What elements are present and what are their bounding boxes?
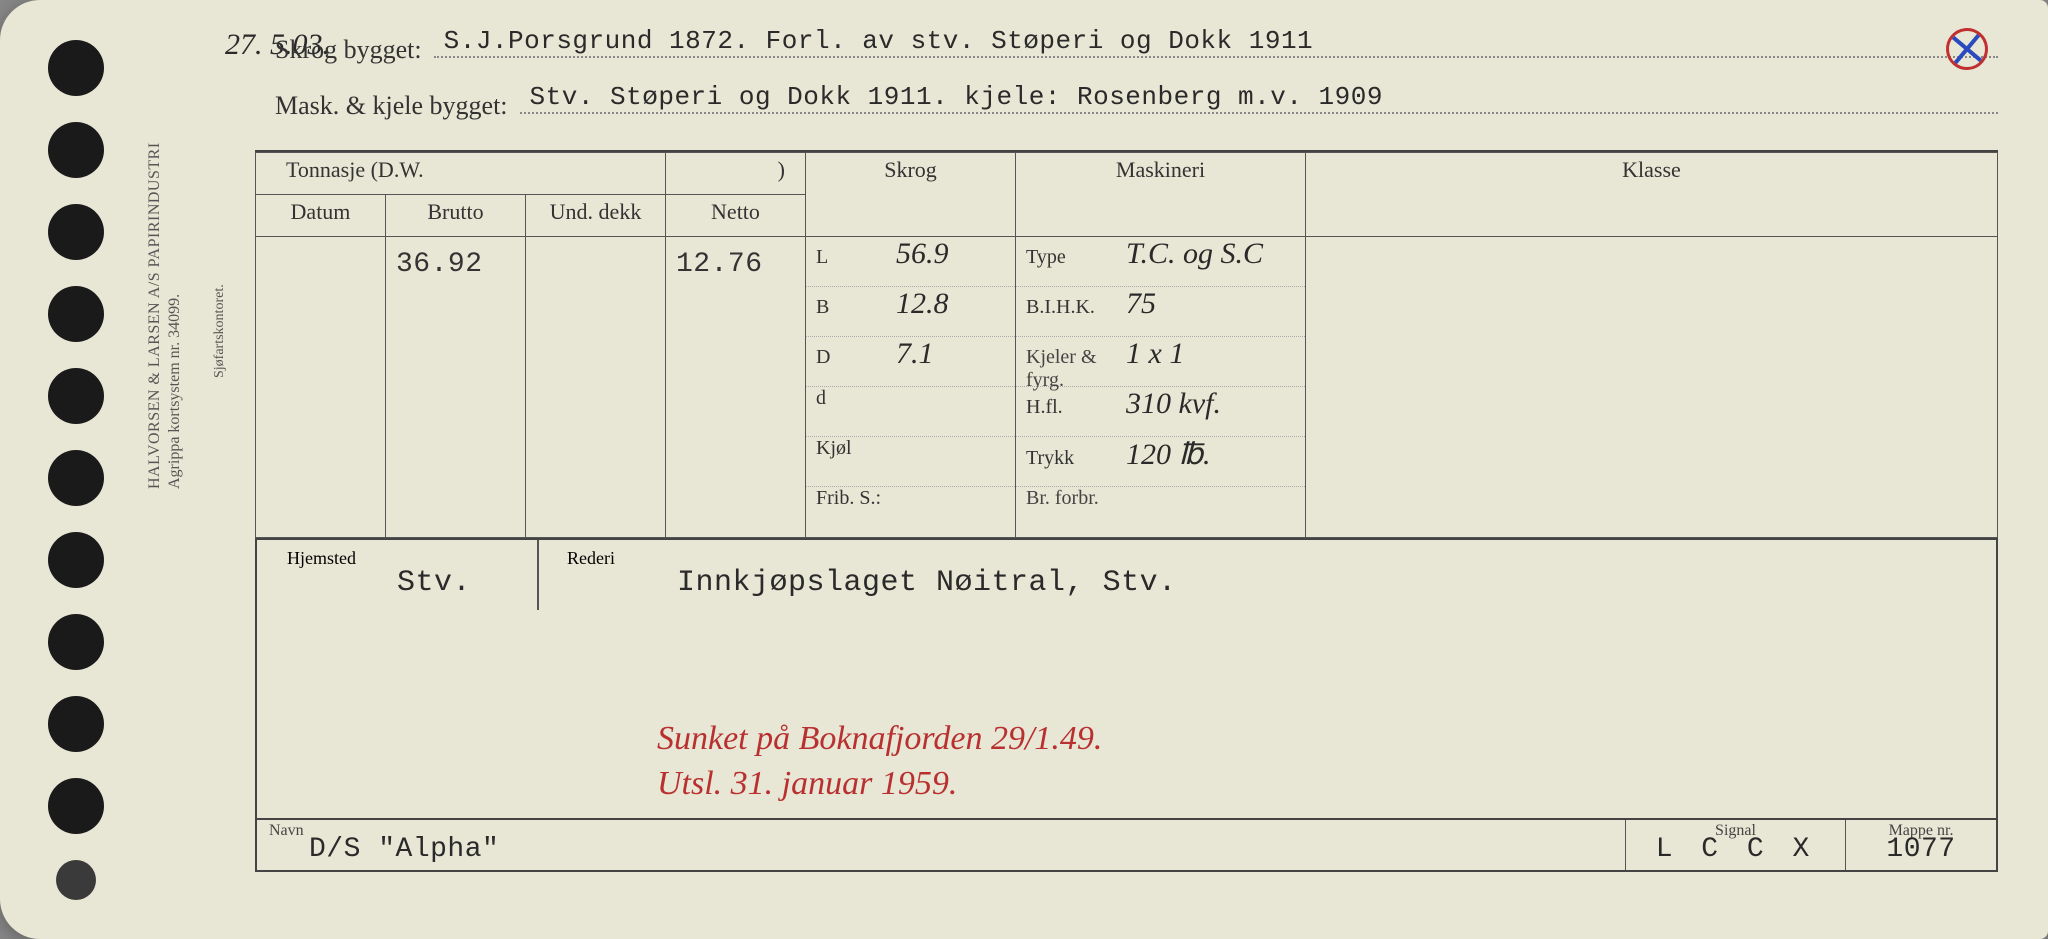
hole: [48, 204, 104, 260]
card-content: 27. 5.03. Skrog bygget: S.J.Porsgrund 18…: [255, 28, 1998, 919]
deleted-note: Utsl. 31. januar 1959.: [657, 765, 957, 803]
navn-cell: Navn D/S "Alpha": [257, 820, 1626, 870]
printer-credit: HALVORSEN & LARSEN A/S PAPIRINDUSTRI: [146, 142, 164, 489]
und-dekk-cell: [526, 237, 666, 538]
length-value: 56.9: [896, 237, 949, 271]
netto-value: 12.76: [666, 237, 806, 538]
klasse-cell: [1306, 237, 1998, 538]
sunk-note: Sunket på Boknafjorden 29/1.49.: [657, 720, 1102, 758]
mask-kjele-label: Mask. & kjele bygget:: [275, 91, 508, 121]
trykk-value: 120 ℔.: [1126, 437, 1211, 472]
engine-type: T.C. og S.C: [1126, 237, 1263, 271]
kjeler-value: 1 x 1: [1126, 337, 1184, 371]
brutto-header: Brutto: [386, 195, 526, 237]
hole: [48, 368, 104, 424]
hfl-value: 310 kvf.: [1126, 387, 1221, 421]
maskineri-cell: TypeT.C. og S.C B.I.H.K.75 Kjeler & fyrg…: [1016, 237, 1306, 538]
binder-holes: [48, 40, 108, 900]
skrog-bygget-value: S.J.Porsgrund 1872. Forl. av stv. Støper…: [444, 26, 1314, 56]
tonnasje-header: Tonnasje (D.W.: [256, 153, 666, 195]
hole: [48, 450, 104, 506]
hjemsted-label: Hjemsted: [287, 548, 356, 569]
ship-name: D/S "Alpha": [309, 834, 1613, 865]
hole: [48, 122, 104, 178]
hole: [56, 860, 96, 900]
skrog-bygget-label: Skrog bygget:: [275, 35, 422, 65]
system-credit: Agrippa kortsystem nr. 34099.: [166, 294, 184, 489]
depth-value: 7.1: [896, 337, 934, 371]
und-dekk-header: Und. dekk: [526, 195, 666, 237]
brutto-value: 36.92: [386, 237, 526, 538]
spec-grid: Tonnasje (D.W. ) Skrog Maskineri Klasse …: [255, 150, 1998, 540]
datum-cell: [256, 237, 386, 538]
hole: [48, 614, 104, 670]
mappe-cell: Mappe nr. 1077: [1846, 820, 1996, 870]
skrog-header: Skrog: [806, 153, 1016, 237]
maskineri-header: Maskineri: [1016, 153, 1306, 237]
rederi-value: Innkjøpslaget Nøitral, Stv.: [677, 566, 1177, 600]
hole: [48, 696, 104, 752]
office-credit: Sjøfartskontoret.: [212, 284, 228, 378]
index-card: HALVORSEN & LARSEN A/S PAPIRINDUSTRI Agr…: [0, 0, 2048, 939]
hole: [48, 40, 104, 96]
hole: [48, 532, 104, 588]
netto-header: Netto: [666, 195, 806, 237]
hole: [48, 778, 104, 834]
rederi-label: Rederi: [567, 548, 615, 569]
mask-kjele-value: Stv. Støperi og Dokk 1911. kjele: Rosenb…: [530, 82, 1383, 112]
tonnasje-close: ): [666, 153, 806, 195]
skrog-cell: L56.9 B12.8 D7.1 d Kjøl Frib. S.:: [806, 237, 1016, 538]
hjemsted-value: Stv.: [397, 566, 471, 600]
signal-value: L C C X: [1638, 834, 1833, 865]
bihk-value: 75: [1126, 287, 1156, 321]
footer-row: Navn D/S "Alpha" Signal L C C X Mappe nr…: [255, 820, 1998, 872]
mappe-value: 1077: [1858, 834, 1984, 865]
signal-cell: Signal L C C X: [1626, 820, 1846, 870]
beam-value: 12.8: [896, 287, 949, 321]
datum-header: Datum: [256, 195, 386, 237]
hole: [48, 286, 104, 342]
klasse-header: Klasse: [1306, 153, 1998, 237]
ownership-section: Hjemsted Stv. Rederi Innkjøpslaget Nøitr…: [255, 540, 1998, 820]
